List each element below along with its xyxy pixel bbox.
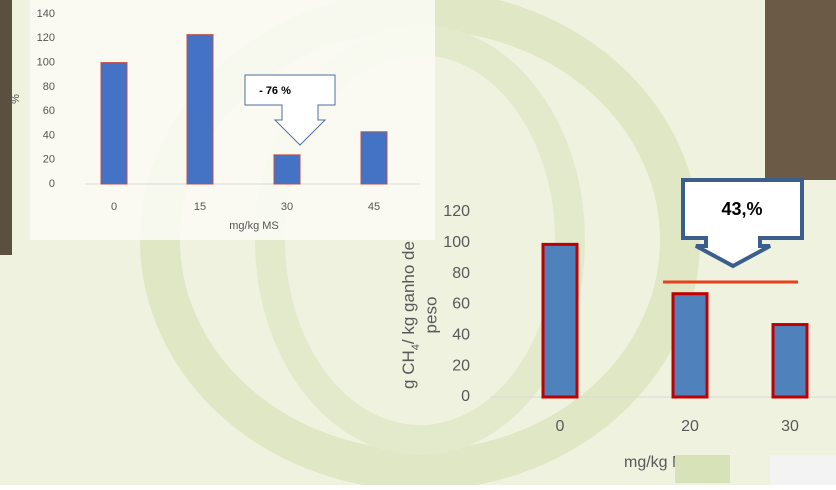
- y-tick-label: 140: [37, 8, 55, 20]
- y-axis-label-part: 4: [410, 344, 422, 350]
- photo-right: [765, 0, 836, 180]
- x-axis-label: mg/kg MS: [229, 220, 279, 232]
- y-tick-label: 80: [452, 265, 470, 282]
- y-tick-label: 80: [43, 81, 55, 93]
- y-tick-label: 40: [43, 129, 55, 141]
- x-tick-label: 0: [556, 418, 565, 435]
- y-axis-label: peso: [421, 297, 440, 334]
- x-tick-label: 30: [281, 201, 293, 213]
- y-axis-label: g CH4/ kg ganho de: [399, 241, 421, 389]
- y-tick-label: 40: [452, 327, 470, 344]
- y-tick-label: 20: [43, 154, 55, 166]
- y-tick-label: 100: [37, 56, 55, 68]
- y-axis-label: %: [10, 94, 22, 104]
- x-tick-label: 30: [781, 418, 799, 435]
- chart-background: [30, 0, 435, 240]
- logo: [770, 455, 836, 485]
- bar: [541, 242, 579, 399]
- callout: [681, 178, 804, 269]
- y-axis-label-part: / kg ganho de: [399, 241, 418, 344]
- photo-left: [0, 0, 12, 255]
- bar: [186, 34, 214, 185]
- bar: [273, 154, 301, 185]
- x-tick-label: 20: [681, 418, 699, 435]
- x-tick-label: 15: [194, 201, 206, 213]
- y-tick-label: 60: [43, 105, 55, 117]
- y-tick-label: 120: [443, 203, 470, 220]
- x-tick-label: 0: [111, 201, 117, 213]
- bar: [771, 323, 809, 399]
- y-tick-label: 100: [443, 234, 470, 251]
- y-tick-label: 0: [461, 388, 470, 405]
- bar: [100, 62, 128, 185]
- x-tick-label: 45: [368, 201, 380, 213]
- callout: [244, 74, 336, 146]
- annotation: 43,%: [721, 199, 762, 219]
- logo: [675, 455, 730, 483]
- y-tick-label: 0: [49, 178, 55, 190]
- bar: [671, 292, 709, 399]
- chart-1: 0 20 40 60 80 100 120 140 0 15 30 45 mg/kg MS% - 76 %: [10, 8, 420, 232]
- bar: [360, 131, 388, 185]
- y-tick-label: 60: [452, 296, 470, 313]
- annotation: - 76 %: [259, 85, 291, 97]
- y-tick-label: 20: [452, 357, 470, 374]
- y-tick-label: 120: [37, 32, 55, 44]
- y-axis-label-part: g CH: [399, 350, 418, 389]
